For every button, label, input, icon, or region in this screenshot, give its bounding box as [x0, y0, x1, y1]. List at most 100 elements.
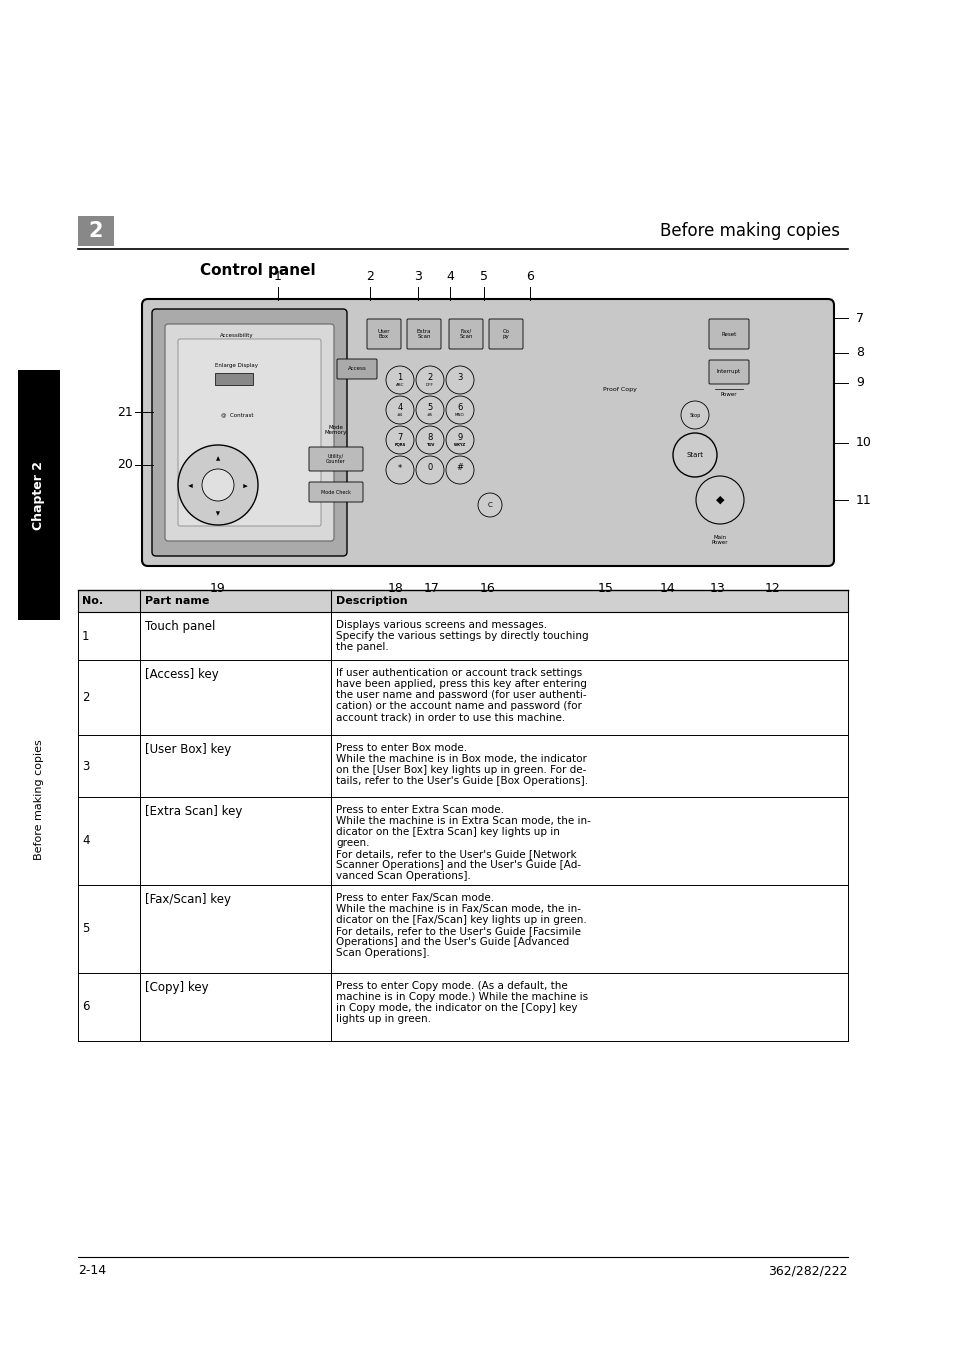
Text: 21: 21 [117, 405, 132, 418]
FancyBboxPatch shape [152, 309, 347, 556]
Text: Utility/
Counter: Utility/ Counter [326, 454, 346, 464]
Text: DFF: DFF [426, 383, 434, 387]
Text: 10: 10 [855, 436, 871, 450]
Text: Scanner Operations] and the User's Guide [Ad-: Scanner Operations] and the User's Guide… [335, 860, 580, 869]
Text: Before making copies: Before making copies [659, 221, 840, 240]
Text: #5: #5 [427, 413, 433, 417]
Text: If user authentication or account track settings: If user authentication or account track … [335, 668, 581, 678]
Bar [18, 370, 60, 620]
Text: 5: 5 [479, 270, 488, 284]
Text: 8: 8 [427, 433, 433, 443]
Text: Chapter 2: Chapter 2 [32, 460, 46, 529]
Text: 4: 4 [397, 404, 402, 413]
Text: 14: 14 [659, 582, 675, 595]
Circle shape [477, 493, 501, 517]
Text: Mode Check: Mode Check [321, 490, 351, 494]
Text: 12: 12 [764, 582, 781, 595]
Text: 8: 8 [855, 347, 863, 359]
Text: Operations] and the User's Guide [Advanced: Operations] and the User's Guide [Advanc… [335, 937, 569, 946]
Text: Press to enter Copy mode. (As a default, the: Press to enter Copy mode. (As a default,… [335, 981, 567, 991]
Circle shape [672, 433, 717, 477]
Text: User
Box: User Box [377, 328, 390, 339]
Text: 4: 4 [82, 834, 90, 848]
Text: Scan Operations].: Scan Operations]. [335, 948, 429, 958]
Text: 3: 3 [456, 374, 462, 382]
Circle shape [386, 396, 414, 424]
Text: cation) or the account name and password (for: cation) or the account name and password… [335, 701, 581, 711]
Text: machine is in Copy mode.) While the machine is: machine is in Copy mode.) While the mach… [335, 992, 587, 1002]
Text: 4: 4 [446, 270, 454, 284]
Circle shape [696, 477, 743, 524]
Text: While the machine is in Fax/Scan mode, the in-: While the machine is in Fax/Scan mode, t… [335, 904, 580, 914]
Text: 15: 15 [598, 582, 614, 595]
Text: [Copy] key: [Copy] key [145, 981, 209, 994]
Text: 13: 13 [709, 582, 725, 595]
Text: Reset: Reset [720, 332, 736, 336]
Text: Access: Access [347, 366, 366, 371]
Text: Enlarge Display: Enlarge Display [215, 363, 258, 367]
Text: Fax/
Scan: Fax/ Scan [458, 328, 473, 339]
Text: ◆: ◆ [715, 495, 723, 505]
Text: TUV: TUV [425, 443, 434, 447]
Text: 17: 17 [424, 582, 439, 595]
Text: 6: 6 [525, 270, 534, 284]
Text: Interrupt: Interrupt [717, 370, 740, 374]
Text: 0: 0 [427, 463, 432, 472]
Text: in Copy mode, the indicator on the [Copy] key: in Copy mode, the indicator on the [Copy… [335, 1003, 577, 1012]
FancyBboxPatch shape [367, 319, 400, 350]
Circle shape [386, 366, 414, 394]
Text: PQRS: PQRS [394, 443, 405, 447]
Text: 9: 9 [855, 377, 863, 390]
Text: For details, refer to the User's Guide [Facsimile: For details, refer to the User's Guide [… [335, 926, 580, 936]
Text: have been applied, press this key after entering: have been applied, press this key after … [335, 679, 586, 688]
Text: While the machine is in Box mode, the indicator: While the machine is in Box mode, the in… [335, 755, 586, 764]
Text: 2-14: 2-14 [78, 1264, 106, 1277]
Text: Proof Copy: Proof Copy [602, 387, 637, 393]
Text: Start: Start [686, 452, 702, 458]
Text: ▲: ▲ [241, 483, 246, 487]
Text: vanced Scan Operations].: vanced Scan Operations]. [335, 871, 471, 882]
Text: Power: Power [720, 393, 737, 397]
FancyBboxPatch shape [165, 324, 334, 541]
Text: 3: 3 [82, 760, 90, 772]
FancyBboxPatch shape [309, 447, 363, 471]
Circle shape [386, 456, 414, 485]
FancyBboxPatch shape [708, 319, 748, 350]
Text: WXYZ: WXYZ [454, 443, 466, 447]
Text: 6: 6 [456, 404, 462, 413]
Text: Accessibility: Accessibility [220, 332, 253, 338]
FancyBboxPatch shape [708, 360, 748, 383]
Text: Co
py: Co py [502, 328, 509, 339]
Text: #: # [456, 463, 463, 472]
Text: 1: 1 [397, 374, 402, 382]
Text: ▲: ▲ [190, 483, 194, 487]
Text: 1: 1 [82, 629, 90, 643]
Circle shape [416, 456, 443, 485]
Text: 9: 9 [456, 433, 462, 443]
Circle shape [446, 456, 474, 485]
Text: TUV: TUV [425, 443, 434, 447]
FancyBboxPatch shape [178, 339, 320, 526]
Circle shape [386, 427, 414, 454]
FancyBboxPatch shape [336, 359, 376, 379]
Text: ABC: ABC [395, 383, 404, 387]
Text: green.: green. [335, 838, 369, 848]
Text: C: C [487, 502, 492, 508]
Circle shape [178, 446, 257, 525]
Text: lights up in green.: lights up in green. [335, 1014, 431, 1025]
Circle shape [416, 366, 443, 394]
Text: 5: 5 [427, 404, 432, 413]
Text: 19: 19 [210, 582, 226, 595]
Text: 2: 2 [366, 270, 374, 284]
Circle shape [446, 396, 474, 424]
Text: Press to enter Fax/Scan mode.: Press to enter Fax/Scan mode. [335, 892, 494, 903]
Text: 16: 16 [479, 582, 496, 595]
Text: account track) in order to use this machine.: account track) in order to use this mach… [335, 711, 565, 722]
Text: Specify the various settings by directly touching: Specify the various settings by directly… [335, 630, 588, 641]
FancyBboxPatch shape [489, 319, 522, 350]
Circle shape [416, 396, 443, 424]
Text: 2: 2 [82, 691, 90, 703]
Circle shape [202, 468, 233, 501]
Text: Displays various screens and messages.: Displays various screens and messages. [335, 620, 547, 630]
Text: [User Box] key: [User Box] key [145, 743, 231, 756]
